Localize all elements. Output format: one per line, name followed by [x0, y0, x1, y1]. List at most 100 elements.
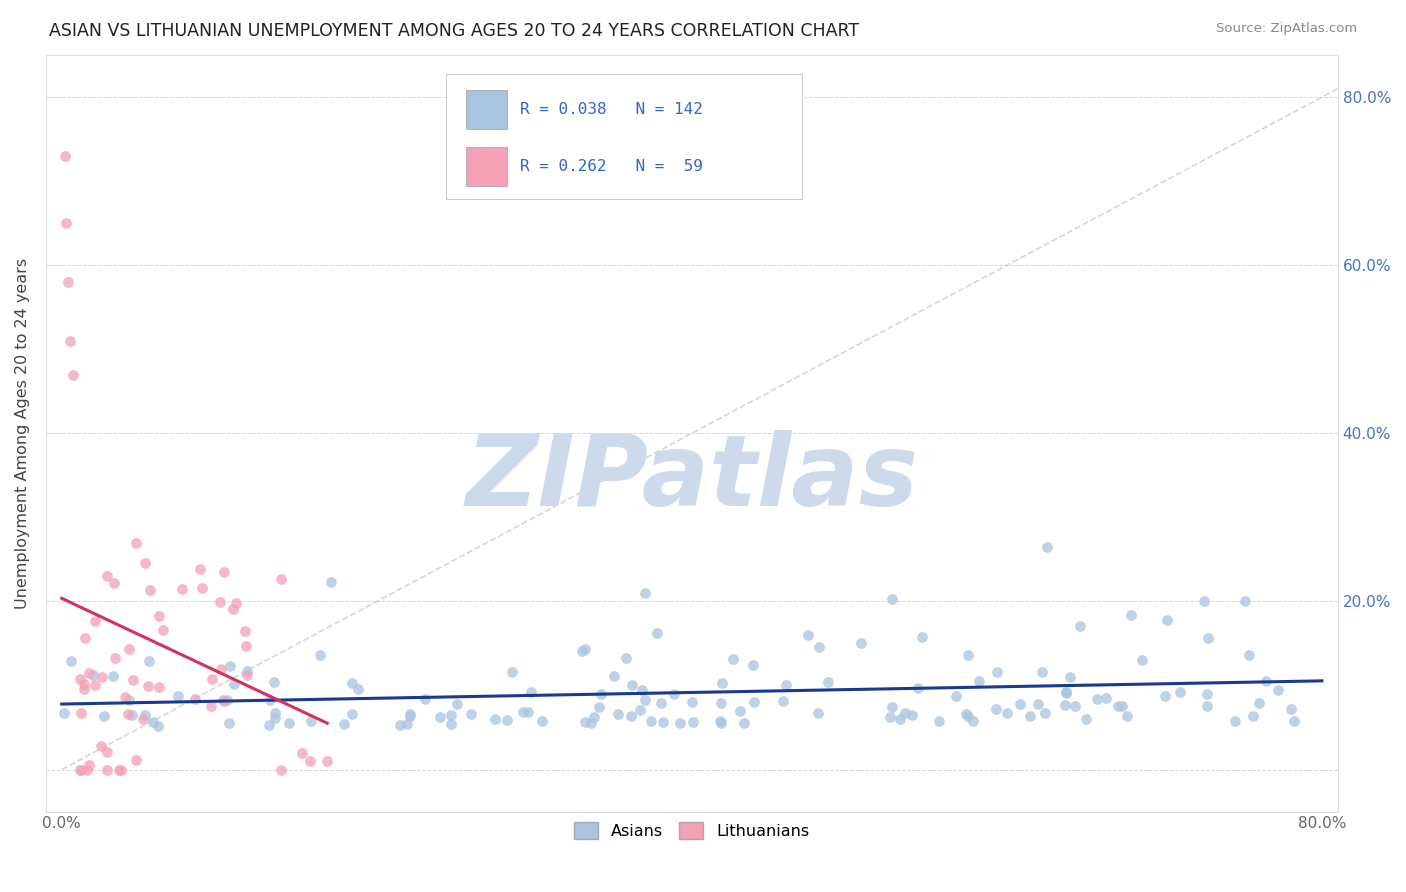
Point [209, 662, 232, 676]
Point [225, 596, 247, 610]
FancyBboxPatch shape [465, 90, 508, 129]
Point [1116, 709, 1139, 723]
Point [710, 697, 733, 711]
Point [807, 640, 830, 654]
Point [721, 652, 744, 666]
Point [55, 216, 77, 230]
Point [1168, 685, 1191, 699]
Point [928, 714, 950, 728]
Point [730, 704, 752, 718]
Point [59, 654, 82, 668]
Point [650, 696, 672, 710]
Point [945, 689, 967, 703]
Point [711, 676, 734, 690]
Point [911, 630, 934, 644]
Point [440, 717, 463, 731]
Point [882, 592, 904, 607]
Point [1031, 665, 1053, 680]
Point [1197, 699, 1219, 714]
Point [152, 623, 174, 637]
Point [218, 716, 240, 731]
Point [188, 562, 211, 576]
Point [388, 718, 411, 732]
Point [270, 763, 292, 777]
Point [299, 714, 322, 728]
Point [96, 745, 118, 759]
Text: Source: ZipAtlas.com: Source: ZipAtlas.com [1216, 22, 1357, 36]
Point [132, 712, 155, 726]
Text: ASIAN VS LITHUANIAN UNEMPLOYMENT AMONG AGES 20 TO 24 YEARS CORRELATION CHART: ASIAN VS LITHUANIAN UNEMPLOYMENT AMONG A… [49, 22, 859, 40]
Point [1241, 709, 1264, 723]
Point [440, 708, 463, 723]
Point [347, 682, 370, 697]
Point [1225, 714, 1247, 728]
Point [82, 668, 104, 682]
Point [1282, 714, 1305, 728]
Point [72, 682, 94, 697]
Point [652, 715, 675, 730]
Point [797, 628, 820, 642]
Point [1156, 613, 1178, 627]
Point [501, 665, 523, 679]
Point [316, 754, 339, 768]
Point [200, 672, 222, 686]
Text: R = 0.262   N =  59: R = 0.262 N = 59 [520, 159, 703, 174]
Point [817, 675, 839, 690]
Point [224, 677, 246, 691]
Point [1036, 540, 1059, 554]
Point [121, 673, 143, 688]
Point [772, 694, 794, 708]
Point [1085, 692, 1108, 706]
Point [101, 668, 124, 682]
Point [146, 719, 169, 733]
Point [1234, 594, 1257, 608]
Point [484, 712, 506, 726]
Point [263, 675, 285, 690]
Point [107, 763, 129, 777]
Point [136, 679, 159, 693]
Point [517, 705, 540, 719]
Point [125, 753, 148, 767]
Point [616, 651, 638, 665]
Point [880, 700, 903, 714]
Point [574, 714, 596, 729]
Point [1010, 698, 1032, 712]
Point [634, 693, 657, 707]
Point [1026, 697, 1049, 711]
Point [1054, 685, 1077, 699]
Point [429, 710, 451, 724]
Point [118, 642, 141, 657]
Point [669, 716, 692, 731]
Point [530, 714, 553, 728]
Point [955, 706, 977, 721]
Point [520, 685, 543, 699]
Point [103, 576, 125, 591]
Point [621, 678, 644, 692]
Point [984, 702, 1007, 716]
Point [775, 678, 797, 692]
Point [340, 675, 363, 690]
Point [309, 648, 332, 662]
Point [190, 581, 212, 595]
Point [957, 648, 980, 662]
Point [907, 681, 929, 695]
Point [1197, 632, 1219, 646]
Point [1069, 619, 1091, 633]
Point [73, 631, 96, 645]
Point [70, 706, 93, 720]
Point [73, 676, 96, 690]
Point [59, 334, 82, 348]
Point [1054, 698, 1077, 712]
Point [96, 763, 118, 777]
Point [986, 665, 1008, 680]
Point [582, 710, 605, 724]
Point [278, 715, 301, 730]
Point [212, 693, 235, 707]
Point [1059, 670, 1081, 684]
Point [681, 695, 703, 709]
Point [141, 715, 163, 730]
Point [1033, 706, 1056, 720]
Point [52, 706, 75, 721]
Point [84, 614, 107, 628]
Point [134, 708, 156, 723]
